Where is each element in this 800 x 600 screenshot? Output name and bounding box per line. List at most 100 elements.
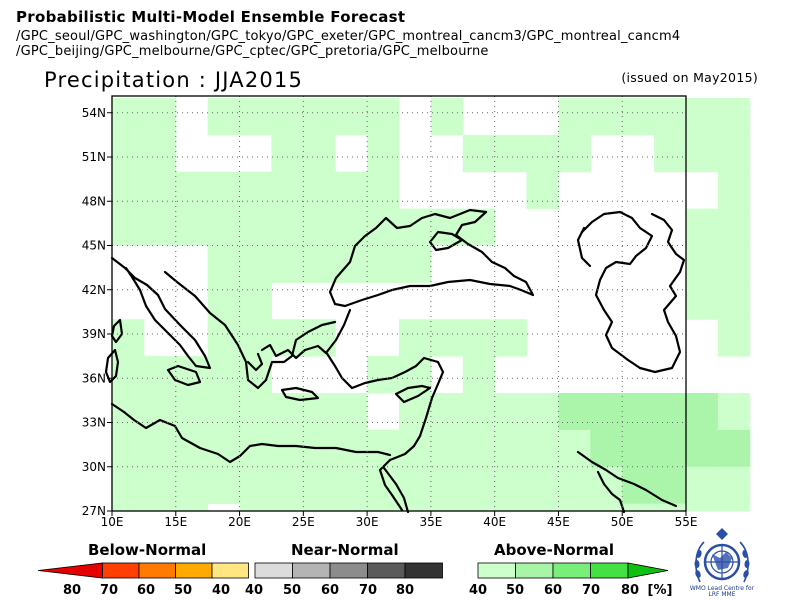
coastline-aral-region xyxy=(576,226,592,268)
grid-cell xyxy=(335,393,368,431)
near-swatch xyxy=(329,562,368,579)
forecast-subtitle: Precipitation : JJA2015 xyxy=(44,68,304,92)
grid-cell xyxy=(686,134,719,173)
lon-tick-label: 25E xyxy=(292,515,315,529)
grid-cell xyxy=(558,393,591,431)
logo-caption: WMO Lead Centre for LRF MME xyxy=(689,585,755,598)
grid-cell xyxy=(526,466,559,505)
grid-cell xyxy=(717,208,751,246)
grid-cell xyxy=(686,208,719,246)
coastline-italy-balkans xyxy=(110,256,212,370)
above-swatch xyxy=(590,562,629,579)
grid-cell xyxy=(271,171,304,210)
near-label: 40 xyxy=(245,583,263,598)
near-label: 80 xyxy=(396,583,414,598)
grid-cell xyxy=(239,466,272,505)
near-swatch xyxy=(367,562,406,579)
grid-cell xyxy=(717,319,751,357)
grid-cell xyxy=(367,134,400,173)
near-label: 50 xyxy=(283,583,301,598)
grid-cell xyxy=(335,98,368,136)
grid-cell xyxy=(686,245,719,283)
grid-cell xyxy=(112,429,145,468)
below-swatch xyxy=(102,562,140,579)
grid-cell xyxy=(494,134,528,173)
below-label: 60 xyxy=(137,583,155,598)
grid-cell xyxy=(494,429,528,468)
grid-cell xyxy=(686,98,719,136)
grid-cell xyxy=(399,319,432,357)
grid-cell xyxy=(112,319,145,357)
grid-cell xyxy=(558,466,591,505)
grid-cell xyxy=(717,282,751,320)
grid-cell xyxy=(590,429,623,468)
lat-tick-label: 48N xyxy=(82,194,106,208)
grid-cell xyxy=(335,171,368,210)
grid-cell xyxy=(717,393,751,431)
grid-cell xyxy=(717,98,751,136)
lat-tick-label: 33N xyxy=(82,416,106,430)
lat-tick-label: 36N xyxy=(82,371,106,385)
grid-cell xyxy=(303,134,336,173)
grid-cell xyxy=(271,208,304,246)
below-label: 70 xyxy=(100,583,118,598)
below-label: 40 xyxy=(212,583,230,598)
grid-cell xyxy=(335,208,368,246)
grid-cell xyxy=(335,466,368,505)
coastline-levant xyxy=(378,434,422,512)
coastline-aegean xyxy=(260,308,352,360)
grid-cell xyxy=(654,429,687,468)
grid-cell xyxy=(399,393,432,431)
grid-cell xyxy=(207,98,241,136)
grid-cell xyxy=(717,429,751,468)
grid-cell xyxy=(367,503,400,512)
grid-cell xyxy=(430,319,464,357)
grid-cell xyxy=(462,393,496,431)
grid-cell xyxy=(654,134,687,173)
grid-cell xyxy=(207,393,241,431)
grid-cell xyxy=(143,171,177,210)
grid-cell xyxy=(717,171,751,210)
grid-cell xyxy=(399,245,432,283)
lat-tick-label: 42N xyxy=(82,283,106,297)
coastline-black-sea-east xyxy=(333,210,535,308)
grid-cell xyxy=(175,171,209,210)
grid-cell xyxy=(590,503,623,512)
grid-cell xyxy=(303,171,336,210)
near-swatch xyxy=(404,562,443,579)
lat-tick-label: 39N xyxy=(82,327,106,341)
map-frame xyxy=(111,95,687,512)
grid-cell xyxy=(717,503,751,512)
below-label: 80 xyxy=(63,583,81,598)
grid-cell xyxy=(462,134,496,173)
grid-cell xyxy=(462,208,496,246)
lon-tick-label: 20E xyxy=(228,515,251,529)
grid-cell xyxy=(271,429,304,468)
grid-cell xyxy=(303,98,336,136)
grid-cell xyxy=(112,466,145,505)
grid-cell xyxy=(494,466,528,505)
model-list-line-2: /GPC_beijing/GPC_melbourne/GPC_cptec/GPC… xyxy=(16,44,489,59)
grid-cell xyxy=(430,98,464,136)
above-label: 60 xyxy=(544,583,562,598)
below-swatch xyxy=(138,562,176,579)
grid-cell xyxy=(207,356,241,394)
grid-cell xyxy=(239,319,272,357)
grid-cell xyxy=(143,98,177,136)
grid-cell xyxy=(303,208,336,246)
grid-cell xyxy=(430,466,464,505)
lon-tick-label: 35E xyxy=(419,515,442,529)
near-label: 60 xyxy=(321,583,339,598)
grid-cell xyxy=(175,208,209,246)
grid-cell xyxy=(462,356,496,394)
grid-cell xyxy=(335,503,368,512)
lat-tick-label: 27N xyxy=(82,504,106,518)
coastline-caspian-west xyxy=(580,210,654,370)
coastlines xyxy=(104,208,686,514)
grid-cell xyxy=(303,503,336,512)
legend-near-normal: 40 50 60 70 80 xyxy=(245,562,443,598)
lon-tick-label: 10E xyxy=(101,515,124,529)
lat-axis-labels: 27N 30N 33N 36N 39N 42N 45N 48N 51N 54N xyxy=(82,106,106,518)
grid-cell xyxy=(239,98,272,136)
legend-above-normal: 40 50 60 70 80 [%] xyxy=(469,562,672,598)
